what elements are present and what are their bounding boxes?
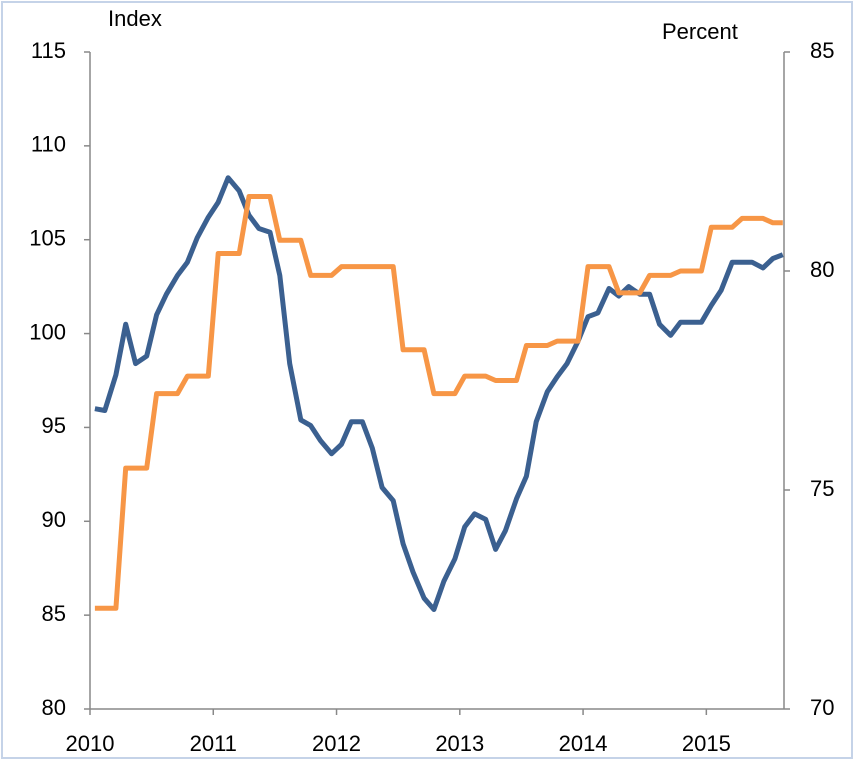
- y2-tick-label: 80: [810, 257, 834, 282]
- y-tick-label: 110: [31, 132, 66, 157]
- y-tick-label: 100: [29, 319, 66, 344]
- y2-tick-label: 85: [810, 38, 834, 63]
- y-tick-label: 90: [42, 507, 66, 532]
- x-tick-label: 2013: [435, 731, 484, 756]
- y-tick-label: 80: [42, 695, 66, 720]
- y2-axis-label: Percent: [662, 19, 738, 44]
- x-tick-label: 2015: [682, 731, 731, 756]
- y-tick-label: 115: [31, 38, 66, 63]
- x-tick-label: 2010: [66, 731, 115, 756]
- y-tick-label: 95: [42, 413, 66, 438]
- y2-tick-label: 75: [810, 476, 834, 501]
- series-line: [94, 194, 783, 611]
- series-line: [94, 175, 784, 612]
- y-tick-label: 85: [42, 601, 66, 626]
- y-tick-label: 105: [29, 226, 66, 251]
- x-tick-label: 2014: [559, 731, 608, 756]
- y-axis-label: Index: [108, 6, 162, 31]
- x-tick-label: 2011: [190, 731, 237, 756]
- y2-tick-label: 70: [810, 695, 834, 720]
- x-tick-label: 2012: [312, 731, 361, 756]
